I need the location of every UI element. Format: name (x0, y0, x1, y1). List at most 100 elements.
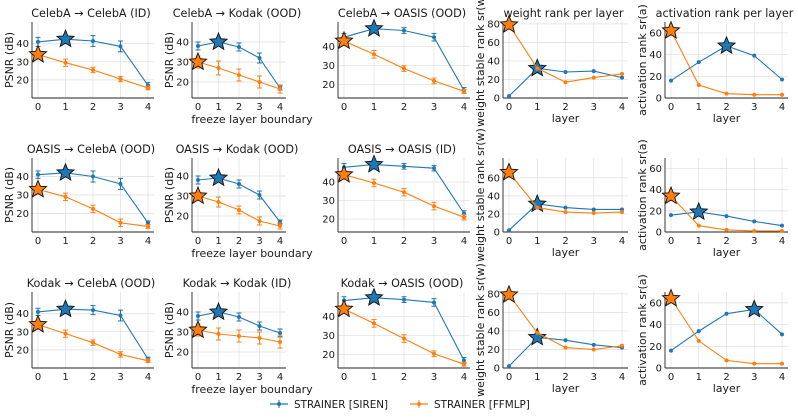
best-star-marker (334, 298, 354, 318)
data-point (696, 223, 701, 228)
data-point (36, 309, 40, 314)
data-point (237, 334, 241, 338)
data-point (724, 91, 729, 96)
x-tick-label: 3 (431, 102, 437, 113)
y-tick-label: 20 (649, 206, 662, 217)
data-point (278, 87, 282, 91)
y-axis-label: PSNR (dB) (163, 32, 176, 88)
x-tick-label: 4 (277, 102, 283, 113)
data-point (257, 336, 262, 340)
best-star-marker (55, 162, 76, 182)
data-point (63, 194, 68, 199)
series-siren (195, 31, 283, 91)
data-point (216, 200, 221, 204)
panel-1-3: 0 1 2 3 4 20 30 40 CelebA → OASIS (OOD) (322, 7, 470, 113)
y-tick-label: 80 (487, 19, 500, 30)
y-tick-label: 20 (487, 209, 500, 220)
data-point (257, 219, 262, 223)
data-point (278, 331, 282, 335)
data-point (507, 364, 511, 369)
data-point (724, 311, 729, 316)
y-tick-label: 30 (322, 61, 335, 72)
best-star-marker (208, 31, 229, 51)
legend-label: STRAINER [SIREN] (294, 399, 388, 411)
data-point (563, 80, 568, 85)
y-axis-label: PSNR (dB) (3, 32, 16, 88)
y-axis-label: activation rank sr(a) (636, 139, 649, 251)
data-point (696, 338, 701, 343)
x-tick-label: 1 (534, 372, 540, 383)
panel-title: Kodak → OASIS (OOD) (341, 277, 464, 290)
x-tick-label: 2 (562, 236, 568, 247)
y-tick-label: 30 (16, 57, 29, 68)
panel-1-2: 0 1 2 3 4 20 30 40 CelebA → Kodak (OOD) PSNR (dB) (163, 7, 301, 113)
x-axis-label: layer (713, 382, 741, 395)
best-star-marker (661, 288, 681, 307)
data-point (752, 53, 757, 58)
series-siren (507, 327, 624, 369)
series-ffmlp (28, 44, 151, 91)
y-tick-label: 40 (16, 172, 29, 183)
x-tick-label: 2 (401, 372, 407, 383)
series-ffmlp (661, 288, 784, 366)
x-tick-label: 0 (35, 102, 41, 113)
data-point (563, 338, 568, 343)
legend-swatch-marker (277, 402, 281, 406)
x-tick-label: 4 (277, 236, 283, 247)
data-point (620, 343, 624, 348)
y-tick-label: 20 (322, 215, 335, 226)
y-tick-label: 20 (649, 342, 662, 353)
data-point (146, 86, 150, 91)
x-tick-label: 2 (401, 102, 407, 113)
x-tick-label: 3 (117, 236, 123, 247)
data-point (91, 308, 95, 313)
y-tick-label: 20 (649, 72, 662, 83)
data-point (669, 78, 673, 83)
shared-x-axis-label: freeze layer boundary (191, 247, 313, 260)
panel-title: CelebA → OASIS (OOD) (338, 7, 466, 20)
x-tick-label: 3 (751, 102, 757, 113)
panel-title: OASIS → Kodak (OOD) (176, 143, 299, 156)
data-point (91, 174, 95, 179)
x-tick-label: 2 (236, 372, 242, 383)
y-tick-label: 0 (656, 364, 662, 375)
panel-2-1: 0 1 2 3 4 20 30 40 OASIS → CelebA (OOD) PSNR (dB) (3, 143, 155, 247)
data-point (752, 361, 757, 366)
y-tick-label: 20 (322, 80, 335, 91)
x-tick-label: 1 (215, 372, 221, 383)
panel-title: CelebA → Kodak (OOD) (173, 7, 302, 20)
x-tick-label: 4 (619, 372, 625, 383)
data-point (278, 224, 282, 228)
x-tick-label: 0 (195, 236, 201, 247)
series-siren (669, 299, 784, 353)
data-point (91, 39, 95, 43)
series-ffmlp (661, 20, 784, 97)
data-point (216, 66, 221, 70)
y-tick-label: 40 (176, 308, 189, 319)
x-tick-label: 1 (696, 372, 702, 383)
x-tick-label: 3 (431, 236, 437, 247)
data-point (780, 361, 784, 366)
x-tick-label: 1 (371, 102, 377, 113)
x-axis-label: layer (713, 112, 741, 125)
data-point (462, 89, 466, 94)
series-siren (669, 201, 784, 228)
x-tick-label: 0 (668, 102, 674, 113)
data-point (535, 205, 540, 210)
data-point (462, 362, 466, 367)
x-tick-label: 1 (62, 236, 68, 247)
data-point (563, 70, 568, 75)
x-tick-label: 2 (723, 372, 729, 383)
x-tick-label: 4 (461, 372, 467, 383)
data-point (432, 204, 436, 209)
x-tick-label: 4 (461, 102, 467, 113)
x-tick-label: 2 (90, 102, 96, 113)
data-point (591, 347, 596, 352)
x-tick-label: 4 (619, 236, 625, 247)
data-point (118, 220, 123, 225)
y-tick-label: 20 (16, 75, 29, 86)
data-point (462, 215, 466, 220)
